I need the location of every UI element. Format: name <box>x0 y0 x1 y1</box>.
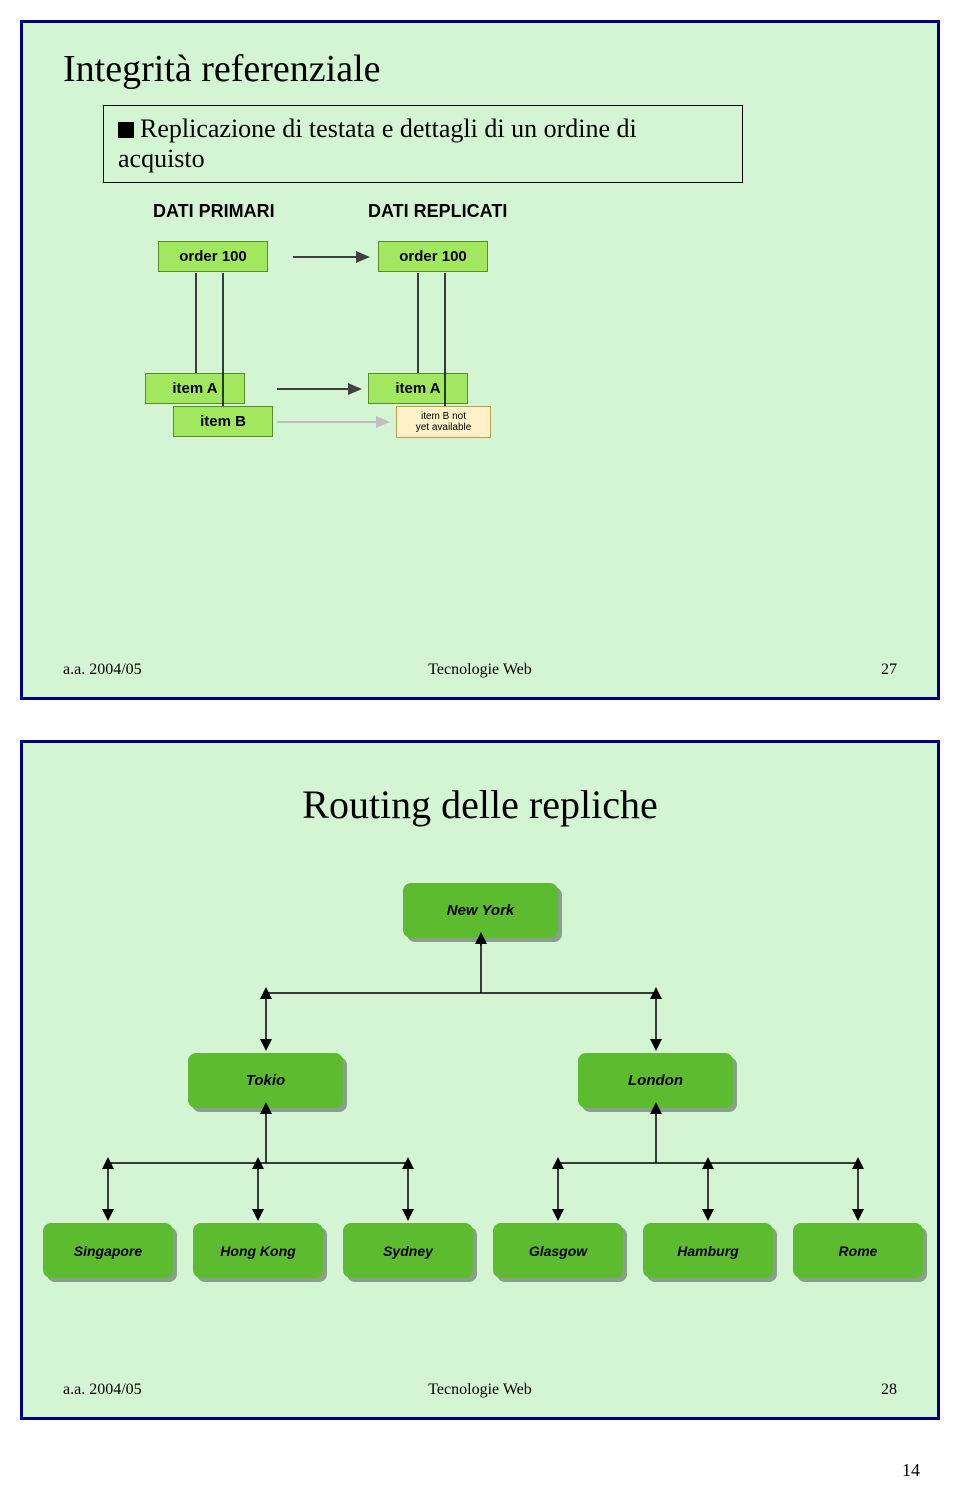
box-item-b-left: item B <box>173 406 273 437</box>
slide1-title: Integrità referenziale <box>63 47 381 91</box>
node-hong-kong: Hong Kong <box>193 1223 323 1278</box>
slide2-footer-right: 28 <box>881 1381 897 1399</box>
slide1-footer-right: 27 <box>881 661 897 679</box>
bullet-icon <box>118 122 134 138</box>
col-header-right: DATI REPLICATI <box>368 201 507 222</box>
node-hamburg: Hamburg <box>643 1223 773 1278</box>
slide2-title: Routing delle repliche <box>23 781 937 828</box>
slide1-subtitle-box: Replicazione di testata e dettagli di un… <box>103 105 743 183</box>
box-item-a-left: item A <box>145 373 245 404</box>
node-glasgow: Glasgow <box>493 1223 623 1278</box>
box-order-left: order 100 <box>158 241 268 272</box>
slide2-footer-left: a.a. 2004/05 <box>63 1381 142 1399</box>
slide1-subtitle: Replicazione di testata e dettagli di un… <box>118 114 637 173</box>
col-header-left: DATI PRIMARI <box>153 201 275 222</box>
node-tokio: Tokio <box>188 1053 343 1108</box>
page-number: 14 <box>20 1460 940 1481</box>
node-singapore: Singapore <box>43 1223 173 1278</box>
node-new-york: New York <box>403 883 558 938</box>
box-item-b-right: item B not yet available <box>396 406 491 438</box>
slide-1: Integrità referenziale Replicazione di t… <box>20 20 940 700</box>
slide2-connectors <box>23 743 937 1417</box>
node-sydney: Sydney <box>343 1223 473 1278</box>
box-order-right: order 100 <box>378 241 488 272</box>
slide-2: Routing delle repliche New York Tokio Lo… <box>20 740 940 1420</box>
box-item-a-right: item A <box>368 373 468 404</box>
node-rome: Rome <box>793 1223 923 1278</box>
node-london: London <box>578 1053 733 1108</box>
slide1-footer-left: a.a. 2004/05 <box>63 661 142 679</box>
slide1-footer-center: Tecnologie Web <box>428 661 531 679</box>
slide2-footer-center: Tecnologie Web <box>428 1381 531 1399</box>
